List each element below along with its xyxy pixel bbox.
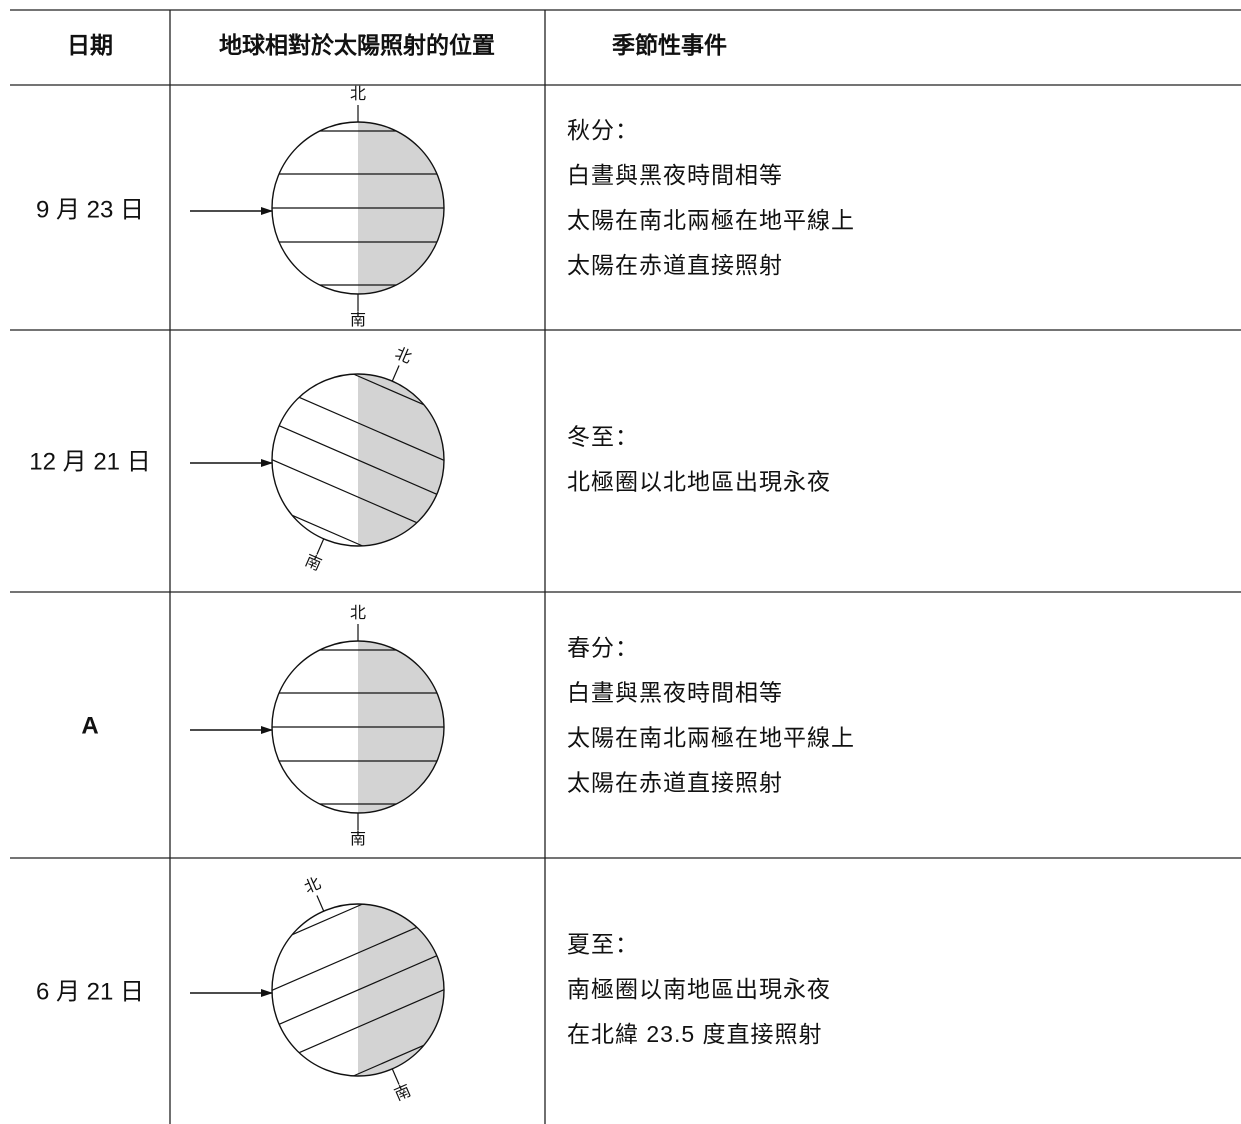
latitude-line xyxy=(278,955,438,1025)
axis-tick xyxy=(316,538,325,555)
pole-label: 南 xyxy=(350,311,366,329)
event-line: 白晝與黑夜時間相等 xyxy=(567,162,783,188)
header-cell: 日期 xyxy=(67,32,113,58)
night-side xyxy=(358,904,444,1076)
axis-tick xyxy=(316,895,325,912)
event-line: 白晝與黑夜時間相等 xyxy=(567,680,783,706)
latitude-line xyxy=(353,1044,425,1077)
event-line: 南極圈以南地區出現永夜 xyxy=(567,976,831,1002)
date-cell: A xyxy=(81,712,98,739)
event-line: 北極圈以北地區出現永夜 xyxy=(567,469,831,495)
globe: 北南 xyxy=(190,604,445,848)
axis-tick xyxy=(391,1068,400,1085)
event-line: 太陽在赤道直接照射 xyxy=(567,770,783,796)
night-side xyxy=(358,374,444,546)
pole-label: 北 xyxy=(350,604,366,622)
pole-label: 南 xyxy=(350,830,366,848)
date-cell: 6 月 21 日 xyxy=(36,978,144,1005)
pole-label: 南 xyxy=(392,1081,414,1104)
event-line: 夏至： xyxy=(567,931,639,957)
pole-label: 北 xyxy=(350,85,366,103)
globe: 北南 xyxy=(190,85,445,329)
date-cell: 9 月 23 日 xyxy=(36,196,144,223)
header-cell: 季節性事件 xyxy=(612,32,727,58)
latitude-lines: 北南 xyxy=(271,344,445,574)
latitude-lines: 北南 xyxy=(271,874,445,1104)
latitude-line xyxy=(271,926,418,991)
event-line: 冬至： xyxy=(567,424,639,450)
event-line: 太陽在赤道直接照射 xyxy=(567,252,783,278)
pole-label: 南 xyxy=(302,551,324,574)
latitude-line xyxy=(291,903,363,936)
latitude-line xyxy=(271,459,418,524)
event-line: 在北緯 23.5 度直接照射 xyxy=(567,1021,823,1047)
globe: 北南 xyxy=(190,874,445,1104)
header-cell: 地球相對於太陽照射的位置 xyxy=(219,32,495,58)
latitude-line xyxy=(298,989,445,1054)
pole-label: 北 xyxy=(392,344,414,367)
event-line: 太陽在南北兩極在地平線上 xyxy=(567,725,855,751)
event-line: 太陽在南北兩極在地平線上 xyxy=(567,207,855,233)
event-line: 秋分： xyxy=(567,117,639,143)
axis-tick xyxy=(391,365,400,382)
latitude-lines: 北南 xyxy=(272,604,444,848)
latitude-lines: 北南 xyxy=(272,85,444,329)
pole-label: 北 xyxy=(302,874,324,897)
latitude-line xyxy=(278,425,438,495)
latitude-line xyxy=(291,514,363,547)
event-line: 春分： xyxy=(567,635,639,661)
globe: 北南 xyxy=(190,344,445,574)
date-cell: 12 月 21 日 xyxy=(29,448,150,475)
latitude-line xyxy=(298,396,445,461)
latitude-line xyxy=(353,373,425,406)
